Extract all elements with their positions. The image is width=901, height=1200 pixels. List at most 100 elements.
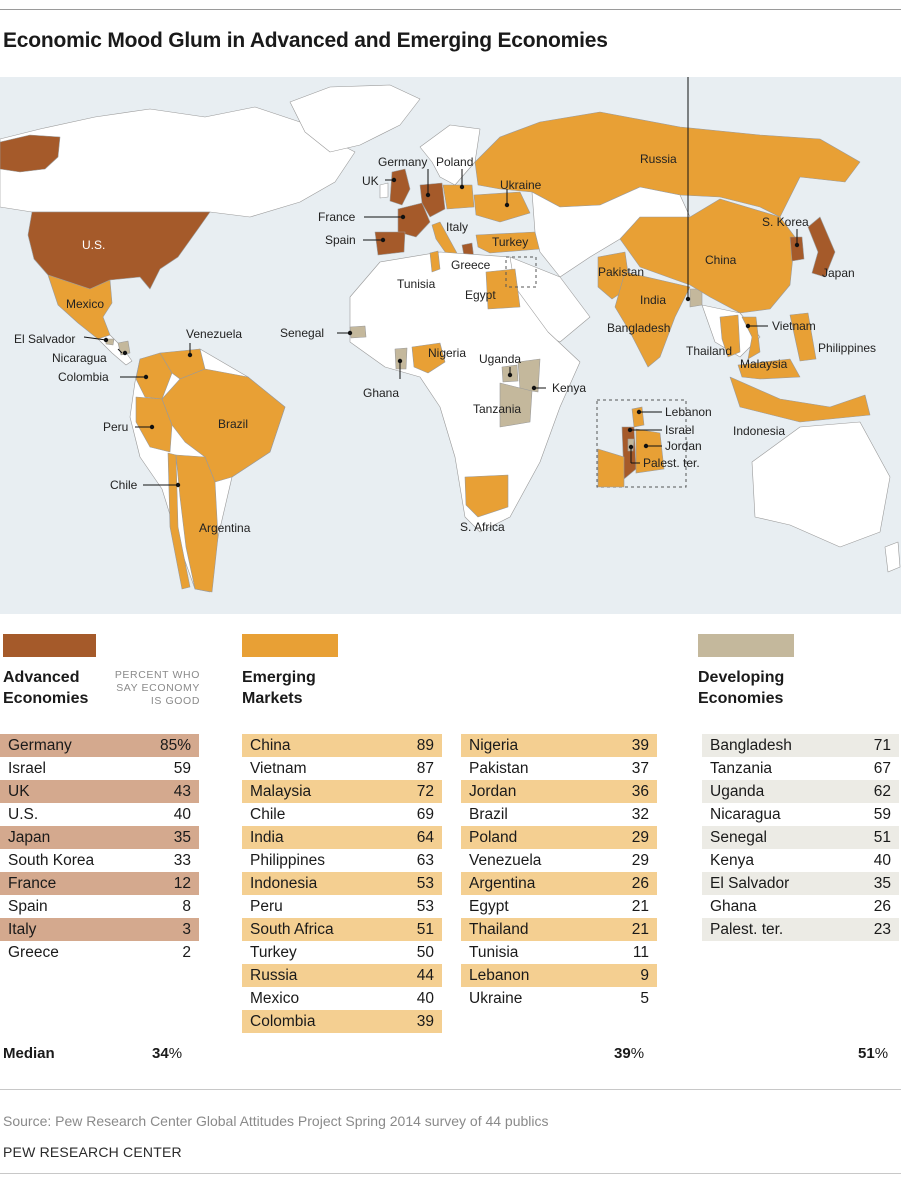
row-value: 40 (873, 852, 891, 869)
row-name: South Korea (8, 852, 95, 869)
table-row: Indonesia 53 (242, 872, 442, 895)
label-colombia: Colombia (58, 370, 109, 384)
row-name: Colombia (250, 1013, 316, 1030)
spain-region (374, 231, 406, 256)
dot-venezuela (187, 352, 193, 358)
senegal-region (349, 325, 367, 339)
dot-chile (175, 482, 181, 488)
france-region (397, 202, 431, 238)
label-brazil: Brazil (218, 417, 248, 431)
row-name: Vietnam (250, 760, 307, 777)
egypt-region-inset (597, 448, 625, 488)
label-ukraine: Ukraine (500, 178, 542, 192)
table-row: Israel 59 (0, 757, 199, 780)
row-value: 35 (173, 829, 191, 846)
table-row: Turkey 50 (242, 941, 442, 964)
table-row: Chile 69 (242, 803, 442, 826)
row-name: Palest. ter. (710, 921, 784, 938)
malaysia-region (737, 358, 801, 380)
row-name: Ghana (710, 898, 757, 915)
row-value: 87 (416, 760, 434, 777)
row-name: Lebanon (469, 967, 530, 984)
table-row: Germany 85% (0, 734, 199, 757)
table-row: Tanzania 67 (702, 757, 899, 780)
africa-land (349, 251, 581, 533)
row-name: Chile (250, 806, 286, 823)
row-value: 44 (416, 967, 434, 984)
row-value: 33 (173, 852, 191, 869)
vietnam-region (741, 316, 761, 360)
row-value: 26 (631, 875, 649, 892)
label-peru: Peru (103, 420, 128, 434)
row-value: 40 (173, 806, 191, 823)
row-value: 21 (631, 921, 649, 938)
world-map-svg: U.S. Mexico El Salvador Nicaragua Colomb… (0, 77, 901, 593)
emerging-swatch (242, 634, 338, 657)
label-indonesia: Indonesia (733, 424, 785, 438)
advanced-median: 34% (152, 1045, 182, 1062)
table-row: Malaysia 72 (242, 780, 442, 803)
leader-el-salvador (83, 336, 107, 341)
row-value: 59 (173, 760, 191, 777)
label-spain: Spain (325, 233, 356, 247)
label-israel: Israel (665, 423, 694, 437)
levant-inset-box (596, 399, 687, 488)
row-name: Mexico (250, 990, 300, 1007)
table-row: Russia 44 (242, 964, 442, 987)
poland-region (442, 184, 475, 210)
india-region (614, 271, 691, 368)
table-row: Argentina 26 (461, 872, 657, 895)
table-row: France 12 (0, 872, 199, 895)
s-korea-region (789, 236, 805, 262)
dot-germany (425, 192, 431, 198)
table-row: U.S. 40 (0, 803, 199, 826)
row-name: Thailand (469, 921, 529, 938)
row-name: India (250, 829, 284, 846)
table-row: Japan 35 (0, 826, 199, 849)
row-value: 67 (873, 760, 891, 777)
row-value: 29 (631, 829, 649, 846)
dot-peru (149, 424, 155, 430)
us-region (27, 211, 211, 290)
label-uganda: Uganda (479, 352, 521, 366)
ghana-region (394, 347, 408, 370)
advanced-note: PERCENT WHO SAY ECONOMY IS GOOD (114, 669, 200, 707)
dot-el-salvador (103, 337, 109, 343)
advanced-median-unit: % (168, 1045, 183, 1062)
table-row: Colombia 39 (242, 1010, 442, 1033)
table-row: Senegal 51 (702, 826, 899, 849)
china-region (619, 198, 796, 314)
developing-median: 51% (858, 1045, 888, 1062)
row-value: 89 (416, 737, 434, 754)
row-value: 51 (873, 829, 891, 846)
advanced-title: Advanced Economies (3, 669, 89, 707)
advanced-table: Germany 85% Israel 59 UK 43 U.S. 40 Japan 35 South… (0, 734, 199, 964)
row-value: 5 (640, 990, 649, 1007)
row-value: 37 (631, 760, 649, 777)
row-name: Argentina (469, 875, 536, 892)
label-greece: Greece (451, 258, 491, 272)
label-egypt: Egypt (465, 288, 496, 302)
dot-colombia (143, 374, 149, 380)
kenya-region (517, 358, 541, 393)
levant-box-small (505, 256, 537, 288)
row-value: 50 (416, 944, 434, 961)
dot-vietnam (745, 323, 751, 329)
egypt-region (485, 268, 521, 310)
row-value: 26 (873, 898, 891, 915)
label-tunisia: Tunisia (397, 277, 436, 291)
table-row: Nicaragua 59 (702, 803, 899, 826)
row-value: 53 (416, 875, 434, 892)
advanced-median-value: 34 (152, 1045, 169, 1062)
table-row: Ghana 26 (702, 895, 899, 918)
brazil-region (161, 368, 286, 483)
row-name: El Salvador (710, 875, 790, 892)
label-nigeria: Nigeria (428, 346, 466, 360)
uk-region (389, 168, 411, 206)
emerging-median: 39% (614, 1045, 644, 1062)
label-argentina: Argentina (199, 521, 251, 535)
label-kenya: Kenya (552, 381, 586, 395)
ukraine-region (473, 191, 531, 223)
row-name: UK (8, 783, 30, 800)
row-name: Germany (8, 737, 72, 754)
